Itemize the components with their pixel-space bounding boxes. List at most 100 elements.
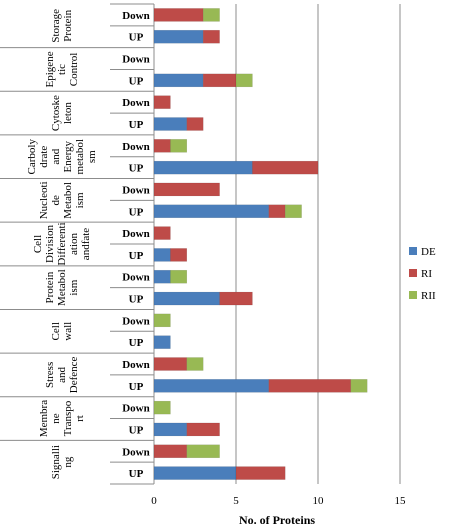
bar-segment-rii [350,379,368,393]
group-label-line: drate [38,146,50,168]
bar-segment-de [153,204,270,219]
row-label: Down [122,446,150,458]
group-label-line: Protein [44,271,56,303]
group-label-line: leton [62,102,74,124]
group-label-line: Energy [62,140,74,172]
bar-segment-de [153,291,220,306]
row-label: Down [122,403,150,415]
group-label-line: wall [62,322,74,341]
row-label: UP [129,468,144,480]
group-label-line: Metabol [56,269,68,306]
row-label: Down [122,10,150,22]
bar-segment-rii [202,8,220,22]
group-label-line: andfate [80,228,92,260]
group-label-line: de [50,195,62,206]
group-label-line: ng [62,456,74,468]
group-label-line: and [50,148,62,164]
group-label-line: Carboly [26,139,38,175]
row-label: UP [129,32,144,44]
grid-layer [235,4,401,484]
bar-segment-de [153,117,188,131]
group-label-line: ism [68,279,80,295]
group-label: Carboly drate and Energy metabol sm [26,139,98,175]
group-label-line: ism [74,192,86,208]
bar-segment-de [153,335,171,349]
bar-segment-rii [186,444,220,459]
bar-segment-ri [235,466,286,480]
row-label: Down [122,228,150,240]
bar-segment-ri [202,73,237,88]
group-label: Epigene tic Control [44,51,80,87]
group-label-line: Cell [50,322,62,340]
bar-segment-ri [153,444,188,459]
bar-segment-ri [252,160,319,175]
group-label: Nucleoti de Metabol ism [38,181,86,219]
row-label: UP [129,381,144,393]
group-label-line: Nucleoti [38,181,50,219]
bar-segment-de [153,29,204,44]
group-label: Signalli ng [50,445,74,479]
bar-segment-de [153,422,188,437]
group-label-line: rt [74,415,86,422]
legend-label: RII [421,290,436,302]
group-label-line: metabol [74,139,86,174]
bar-segment-de [153,248,171,262]
row-label: UP [129,119,144,131]
bar-segment-rii [284,204,302,219]
bar-segment-rii [170,269,188,284]
bar-segment-ri [202,29,220,44]
group-label-line: Protein [62,9,74,41]
bar-segment-ri [153,357,188,371]
x-axis-title: No. of Proteins [239,513,315,527]
group-label-line: Membra [38,400,50,437]
bar-segment-rii [153,313,171,328]
bar-segment-ri [153,226,171,240]
legend-swatch [409,247,417,255]
x-tick-label: 10 [313,495,325,507]
bar-segment-de [153,466,237,480]
x-tick-label: 15 [395,495,407,507]
row-label: Down [122,184,150,196]
row-label: Down [122,272,150,284]
group-label: Storage Protein [50,9,74,43]
bar-segment-ri [268,379,352,393]
group-label: Stress and Defence [44,356,80,393]
group-label: Cell Division Differenti ation andfate [32,222,92,265]
group-label-line: and [56,366,68,382]
row-label: Down [122,315,150,327]
bar-segment-rii [186,357,204,371]
row-label: UP [129,424,144,436]
bar-segment-ri [153,95,171,109]
bar-segment-de [153,269,171,284]
group-label-line: Storage [50,9,62,43]
legend-label: DE [421,246,436,258]
bar-segment-rii [170,139,188,153]
bar-segment-de [153,73,204,88]
group-label-line: Cell [32,235,44,253]
group-label-line: sm [86,150,98,163]
row-label: Down [122,97,150,109]
legend-swatch [409,291,417,299]
row-label: Down [122,54,150,66]
group-label-line: Differenti [56,222,68,265]
x-tick-label: 5 [233,495,239,507]
bars-layer [153,8,368,480]
row-label: UP [129,250,144,262]
group-label-line: tic [56,64,68,75]
bar-segment-ri [170,248,188,262]
group-label: Cytoske leton [50,95,74,131]
row-label: UP [129,294,144,306]
group-label-line: Defence [68,356,80,393]
bar-segment-rii [153,400,171,415]
bar-segment-de [153,160,253,175]
row-label: UP [129,163,144,175]
bar-segment-ri [153,139,171,153]
row-label: Down [122,141,150,153]
bar-segment-ri [186,422,220,437]
group-label-line: Epigene [44,51,56,87]
bar-segment-ri [153,182,220,197]
row-label: Down [122,359,150,371]
group-label: Protein Metabol ism [44,269,80,306]
